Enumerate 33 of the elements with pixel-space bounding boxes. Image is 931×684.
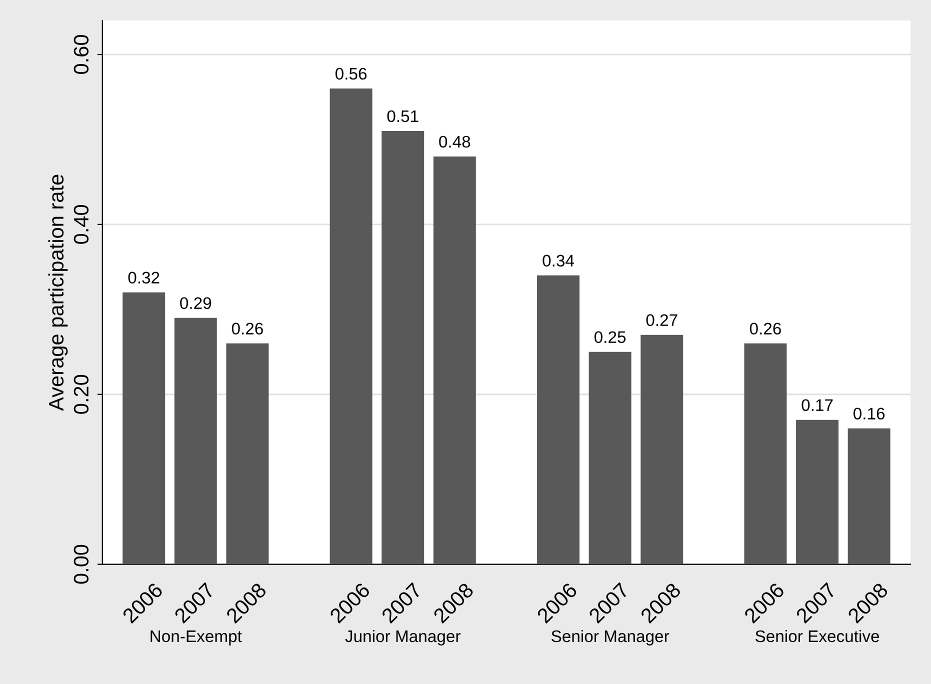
data-label: 0.51 <box>387 110 418 122</box>
data-label: 0.34 <box>542 254 574 267</box>
y-tick-label: 0.00 <box>74 544 89 584</box>
data-label: 0.29 <box>180 297 212 310</box>
bar <box>330 88 372 564</box>
y-tick-label: 0.60 <box>74 35 89 74</box>
data-label: 0.27 <box>646 314 678 326</box>
bar <box>537 275 580 564</box>
text: Senior Manager <box>552 630 670 646</box>
bar <box>588 352 632 564</box>
data-label: 0.56 <box>335 68 367 80</box>
text: Non-Exempt <box>150 630 242 646</box>
bar <box>226 343 269 564</box>
text: Junior Manager <box>345 630 460 646</box>
data-label: 0.26 <box>232 322 263 335</box>
data-label: 0.25 <box>594 331 626 344</box>
y-axis-title: Average participation rate <box>48 174 68 411</box>
text: Senior Executive <box>756 630 880 642</box>
data-label: 0.17 <box>802 399 833 412</box>
bar <box>433 156 476 564</box>
bar <box>122 292 166 564</box>
bar <box>382 130 424 564</box>
bar <box>640 334 684 564</box>
data-label: 0.16 <box>854 408 885 420</box>
bar <box>744 343 787 564</box>
bar <box>848 428 890 564</box>
y-tick-label: 0.20 <box>74 374 89 414</box>
bar <box>174 318 217 564</box>
data-label: 0.32 <box>128 272 160 284</box>
data-label: 0.48 <box>439 136 470 148</box>
bar <box>796 420 839 564</box>
data-label: 0.26 <box>750 322 781 335</box>
y-tick-label: 0.40 <box>74 204 89 244</box>
